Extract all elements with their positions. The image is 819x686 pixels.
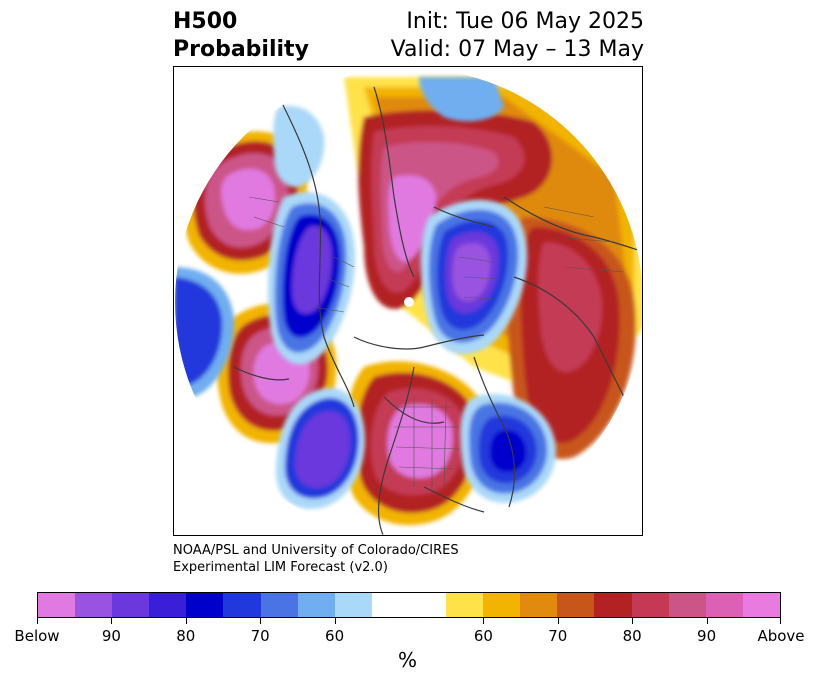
colorbar-tick (186, 618, 187, 624)
colorbar-tick-label: 90 (101, 627, 121, 645)
colorbar-swatch (742, 593, 780, 617)
colorbar-swatch (75, 593, 113, 617)
colorbar-tick (111, 618, 112, 624)
probability-field (175, 68, 642, 535)
colorbar-swatch (371, 593, 409, 617)
colorbar-tick (780, 618, 781, 624)
colorbar-tick-label: 80 (176, 627, 196, 645)
colorbar-swatch (260, 593, 298, 617)
north-pole-marker (404, 297, 414, 307)
unit-label: % (398, 648, 418, 672)
title-right: Init: Tue 06 May 2025 Valid: 07 May – 13… (391, 8, 644, 64)
init-date: Init: Tue 06 May 2025 (406, 9, 644, 34)
colorbar-swatch (38, 593, 76, 617)
colorbar-tick-label: Above (757, 627, 805, 645)
colorbar-tick-label: 70 (250, 627, 270, 645)
colorbar-swatch (631, 593, 669, 617)
colorbar-tick (335, 618, 336, 624)
colorbar-swatch (705, 593, 743, 617)
colorbar-tick (483, 618, 484, 624)
colorbar-swatch (112, 593, 150, 617)
colorbar-swatch (520, 593, 558, 617)
colorbar-swatch (408, 593, 447, 617)
credit-line-1: NOAA/PSL and University of Colorado/CIRE… (173, 543, 459, 558)
colorbar-tick-label: 60 (473, 627, 493, 645)
title-type: Probability (173, 37, 309, 62)
colorbar-tick (632, 618, 633, 624)
title-variable: H500 (173, 9, 238, 34)
colorbar-swatch (149, 593, 187, 617)
colorbar-tick (260, 618, 261, 624)
colorbar-tick (558, 618, 559, 624)
colorbar-swatch (446, 593, 484, 617)
colorbar-swatch (297, 593, 335, 617)
colorbar-tick (707, 618, 708, 624)
colorbar (37, 592, 781, 618)
map-canvas (175, 68, 642, 535)
credit-line-2: Experimental LIM Forecast (v2.0) (173, 560, 388, 575)
colorbar-swatch (483, 593, 521, 617)
borders (248, 196, 625, 492)
colorbar-swatch (186, 593, 224, 617)
colorbar-swatch (334, 593, 372, 617)
colorbar-tick-label: 90 (697, 627, 717, 645)
title-left: H500 Probability (173, 8, 309, 64)
valid-range: Valid: 07 May – 13 May (390, 37, 644, 62)
colorbar-swatch (557, 593, 595, 617)
colorbar-tick-label: 80 (622, 627, 642, 645)
colorbar-swatch (223, 593, 261, 617)
colorbar-tick-label: Below (14, 627, 60, 645)
probability-map (173, 66, 643, 536)
colorbar-tick-label: 60 (325, 627, 345, 645)
colorbar-tick-label: 70 (548, 627, 568, 645)
credit: NOAA/PSL and University of Colorado/CIRE… (173, 542, 459, 576)
colorbar-swatch (594, 593, 632, 617)
colorbar-swatch (668, 593, 706, 617)
colorbar-tick (37, 618, 38, 624)
